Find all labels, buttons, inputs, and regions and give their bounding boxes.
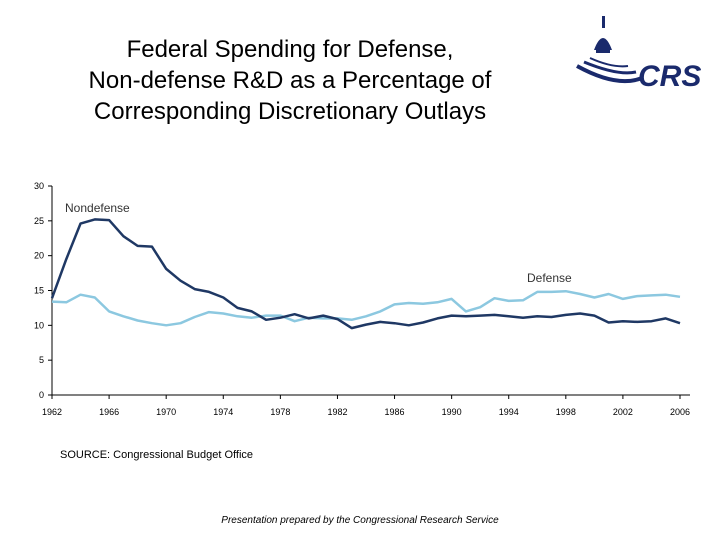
series-line-defense <box>51 289 681 327</box>
x-tick-label: 1970 <box>156 407 176 417</box>
series-line-nondefense <box>50 218 681 330</box>
y-tick-label: 15 <box>34 286 44 296</box>
crs-logo: CRS <box>576 16 701 93</box>
nondefense-label: Nondefense <box>65 201 130 215</box>
y-tick-label: 0 <box>39 390 44 400</box>
x-tick-label: 2002 <box>613 407 633 417</box>
footer-credit: Presentation prepared by the Congression… <box>221 515 499 526</box>
x-tick-label: 1966 <box>99 407 119 417</box>
title-line-2: Non-defense R&D as a Percentage of <box>88 67 492 94</box>
x-tick-label: 1998 <box>556 407 576 417</box>
y-tick-label: 30 <box>34 181 44 191</box>
x-tick-label: 1974 <box>213 407 233 417</box>
logo-text: CRS <box>638 60 701 93</box>
y-tick-label: 25 <box>34 216 44 226</box>
x-tick-label: 1986 <box>385 407 405 417</box>
x-tick-label: 1978 <box>270 407 290 417</box>
y-tick-label: 20 <box>34 251 44 261</box>
capitol-dome-icon <box>576 16 643 84</box>
y-tick-label: 5 <box>39 355 44 365</box>
title-line-3: Corresponding Discretionary Outlays <box>93 98 487 125</box>
x-tick-label: 1982 <box>327 407 347 417</box>
title-line-1: Federal Spending for Defense, <box>126 36 454 63</box>
y-ticks: 0 5 10 15 20 25 30 <box>34 181 52 400</box>
source-note: SOURCE: Congressional Budget Office <box>60 449 253 461</box>
x-tick-label: 1990 <box>442 407 462 417</box>
x-tick-label: 1994 <box>499 407 519 417</box>
chart-title: Federal Spending for Defense, Non-defens… <box>30 34 550 127</box>
x-tick-label: 2006 <box>670 407 690 417</box>
y-tick-label: 10 <box>34 320 44 330</box>
series-lines <box>50 218 681 330</box>
x-ticks: 1962 1966 1970 1974 1978 1982 1986 1990 1994 1998… <box>42 395 690 417</box>
x-tick-label: 1962 <box>42 407 62 417</box>
defense-label: Defense <box>527 271 572 285</box>
